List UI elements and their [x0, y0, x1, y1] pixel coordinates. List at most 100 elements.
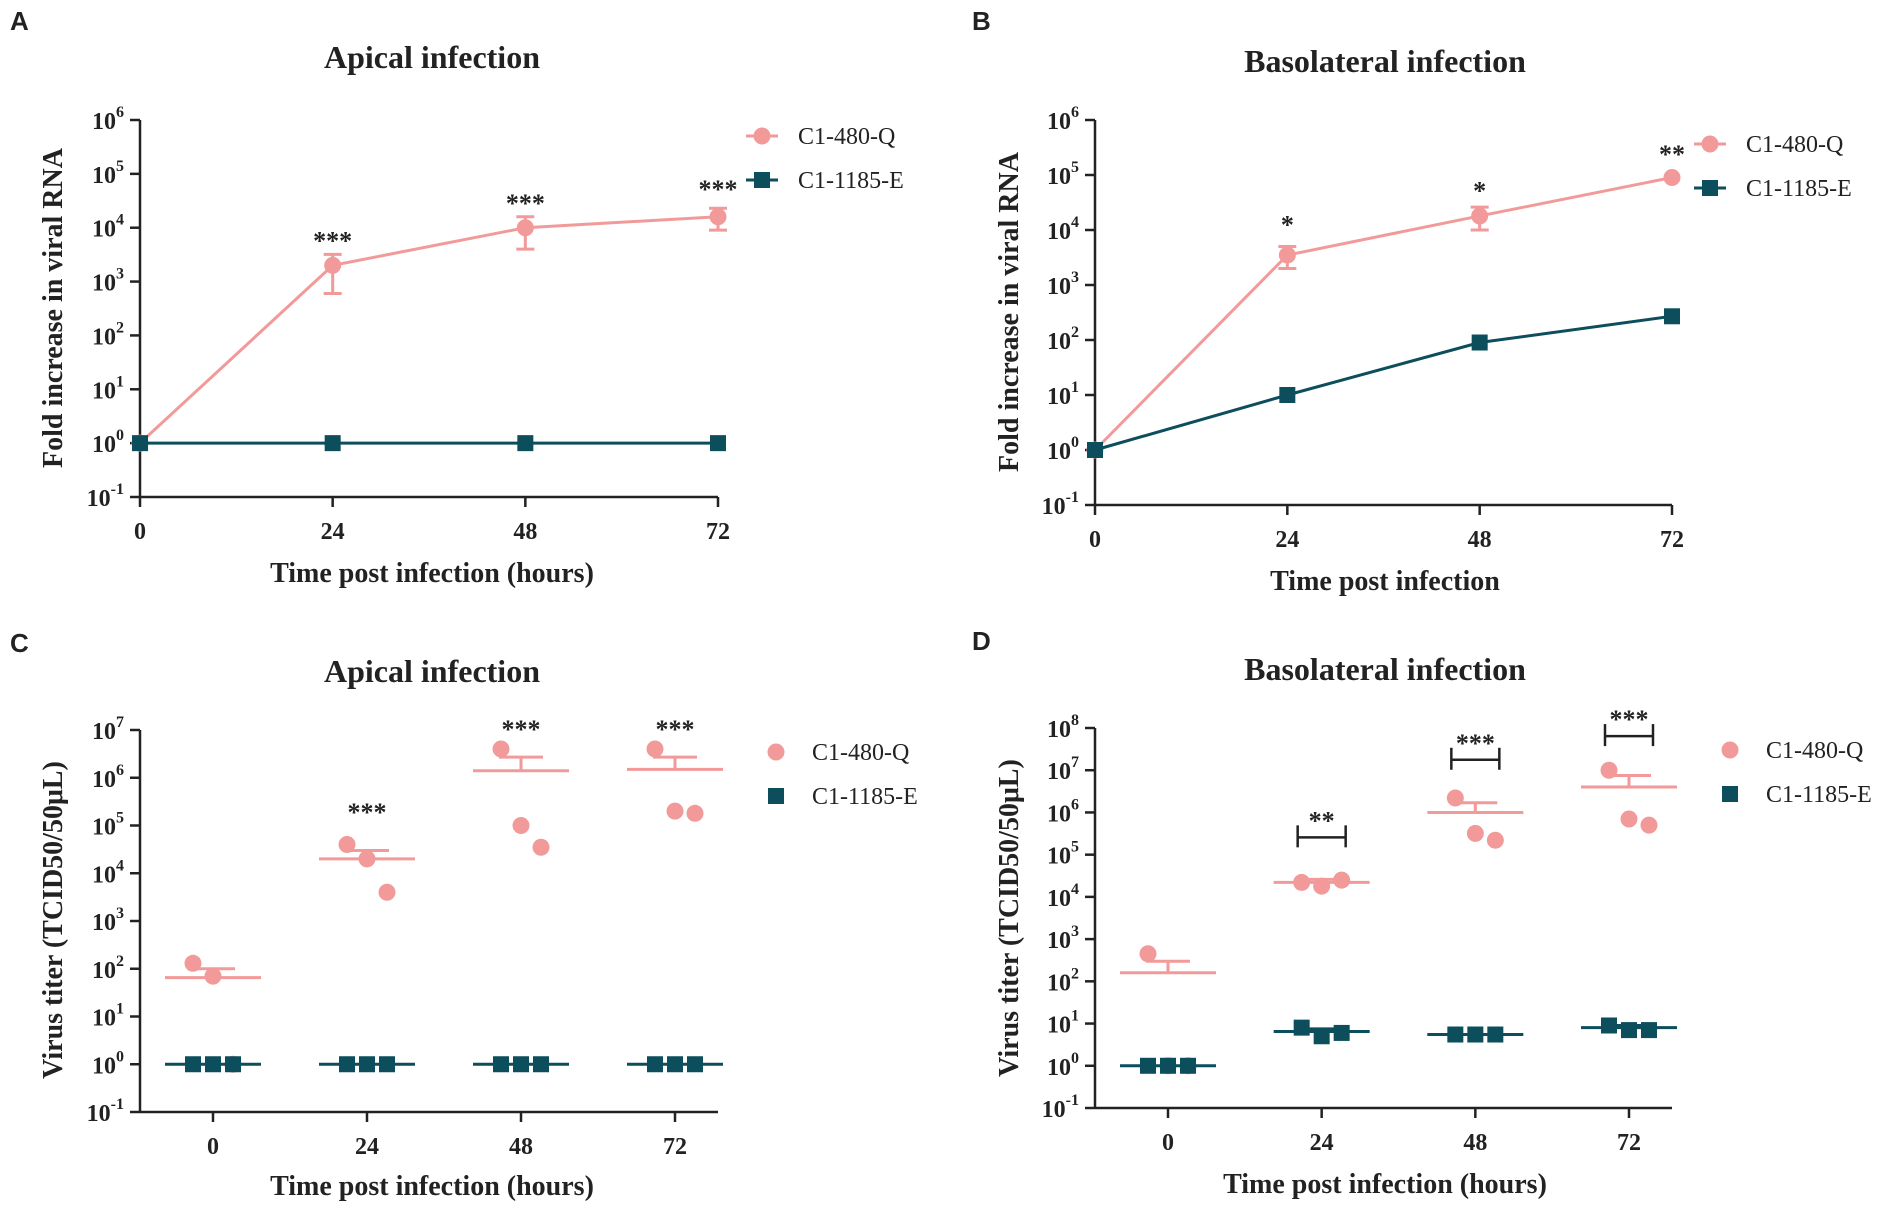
data-point: [1447, 1026, 1464, 1043]
data-point: [205, 1056, 221, 1073]
x-tick-label: 48: [1468, 527, 1492, 553]
y-tick-label: 101: [1047, 379, 1079, 410]
data-point: [1641, 1022, 1657, 1039]
data-point: [513, 1056, 529, 1073]
y-tick-label: 103: [1047, 269, 1079, 300]
x-axis-label: Time post infection: [1270, 566, 1500, 597]
significance-label: *: [1281, 211, 1294, 240]
panel-letter: B: [972, 6, 991, 36]
y-tick-label: 106: [92, 762, 124, 793]
data-point: [532, 838, 550, 856]
data-point: [667, 1056, 683, 1073]
data-point: [225, 1056, 241, 1073]
y-tick-label: 103: [1047, 923, 1079, 954]
data-point: [1140, 1057, 1156, 1074]
y-tick-label: 104: [92, 857, 124, 888]
data-point: [517, 435, 534, 452]
significance-label: ***: [1456, 729, 1495, 758]
data-point: [666, 802, 684, 820]
y-tick-label: 102: [92, 953, 124, 984]
significance-label: ***: [699, 175, 738, 204]
data-point: [1279, 387, 1296, 403]
x-tick-label: 24: [1275, 527, 1299, 553]
x-tick-label: 0: [134, 519, 146, 545]
data-point: [1466, 824, 1484, 842]
data-point: [1333, 1024, 1350, 1041]
chart-title: Basolateral infection: [1244, 651, 1526, 687]
x-tick-label: 0: [207, 1134, 219, 1160]
panel-letter: C: [10, 628, 29, 658]
x-tick-label: 72: [1660, 527, 1684, 553]
y-tick-label: 101: [92, 373, 124, 404]
legend-marker: [1722, 786, 1738, 802]
x-tick-label: 48: [513, 519, 537, 545]
y-tick-label: 105: [1047, 159, 1079, 190]
y-tick-label: 103: [92, 266, 124, 297]
data-point: [1293, 873, 1311, 891]
legend-marker: [1721, 741, 1739, 759]
y-tick-label: 104: [1047, 881, 1079, 912]
y-tick-label: 106: [92, 104, 124, 135]
data-point: [687, 1056, 703, 1073]
y-tick-label: 107: [92, 714, 124, 745]
data-point: [1600, 761, 1618, 779]
legend-label: C1-1185-E: [812, 784, 918, 810]
y-tick-label: 107: [1047, 754, 1079, 785]
y-tick-label: 10-1: [87, 1096, 124, 1127]
data-point: [1663, 169, 1681, 187]
y-tick-label: 100: [92, 427, 124, 458]
y-tick-label: 100: [1047, 434, 1079, 465]
series-line: [138, 215, 719, 445]
x-tick-label: 0: [1162, 1130, 1174, 1156]
series-line: [1093, 176, 1673, 452]
significance-label: ***: [656, 715, 695, 744]
y-tick-label: 102: [1047, 965, 1079, 996]
x-tick-label: 24: [1310, 1130, 1334, 1156]
data-point: [1139, 945, 1157, 963]
data-point: [1313, 1028, 1330, 1045]
y-tick-label: 102: [1047, 324, 1079, 355]
significance-label: ***: [502, 715, 541, 744]
y-tick-label: 104: [92, 212, 124, 243]
data-point: [709, 208, 727, 226]
x-tick-label: 0: [1089, 527, 1101, 553]
y-tick-label: 10-1: [1042, 489, 1079, 520]
data-point: [379, 1056, 395, 1073]
data-point: [1621, 1022, 1637, 1039]
data-point: [185, 1056, 201, 1073]
y-tick-label: 100: [92, 1048, 124, 1079]
legend-label: C1-480-Q: [812, 740, 909, 766]
data-point: [1620, 810, 1638, 828]
legend-label: C1-480-Q: [1766, 738, 1863, 764]
x-tick-label: 48: [1463, 1130, 1487, 1156]
legend-label: C1-480-Q: [1746, 132, 1843, 158]
data-point: [204, 967, 222, 985]
x-tick-label: 24: [321, 519, 345, 545]
x-axis-label: Time post infection (hours): [270, 1171, 594, 1202]
data-point: [1487, 1026, 1504, 1043]
data-point: [1640, 816, 1658, 834]
data-point: [1333, 871, 1351, 889]
data-point: [1486, 831, 1504, 849]
data-point: [1467, 1026, 1484, 1043]
x-tick-label: 72: [706, 519, 730, 545]
x-axis-label: Time post infection (hours): [270, 558, 594, 589]
panel-letter: A: [10, 6, 29, 36]
legend-label: C1-1185-E: [1766, 782, 1872, 808]
y-tick-label: 101: [92, 1001, 124, 1032]
data-point: [324, 435, 341, 452]
legend-marker: [753, 127, 771, 145]
data-point: [516, 219, 534, 237]
data-point: [1471, 334, 1488, 351]
y-tick-label: 108: [1047, 712, 1079, 743]
significance-label: ***: [313, 227, 352, 256]
data-point: [533, 1056, 549, 1073]
legend-marker: [754, 172, 770, 188]
data-point: [1180, 1057, 1196, 1074]
y-tick-label: 106: [1047, 796, 1079, 827]
y-tick-label: 104: [1047, 214, 1079, 245]
x-tick-label: 72: [663, 1134, 687, 1160]
data-point: [710, 435, 726, 452]
significance-label: *: [1473, 176, 1486, 205]
y-tick-label: 10-1: [87, 481, 124, 512]
